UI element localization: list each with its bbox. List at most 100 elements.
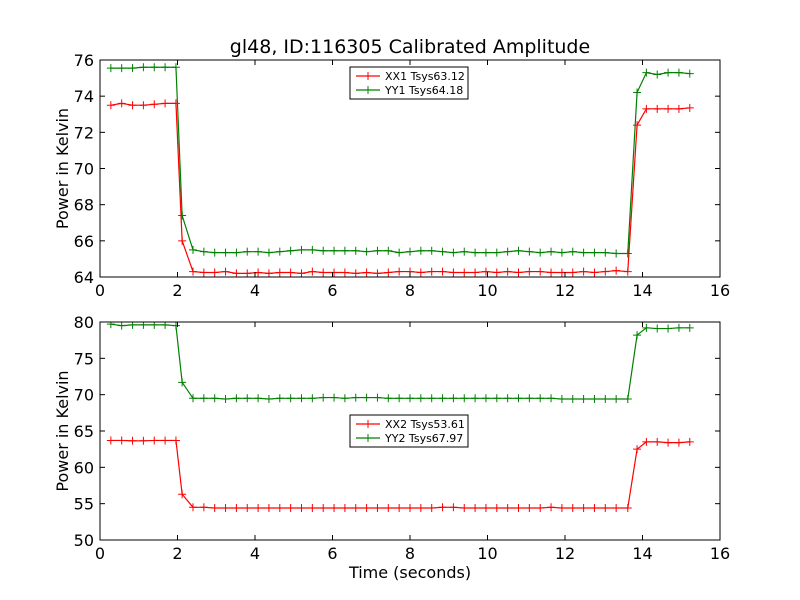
data-point — [416, 394, 425, 403]
data-point — [199, 503, 208, 512]
data-point — [199, 268, 208, 277]
data-point — [568, 395, 577, 404]
data-point — [178, 490, 187, 499]
data-point — [171, 63, 180, 72]
data-point — [308, 394, 317, 403]
data-point — [106, 101, 115, 110]
x-tick-label: 4 — [250, 544, 260, 563]
data-point — [406, 504, 414, 513]
data-point — [384, 504, 393, 513]
data-point — [275, 268, 284, 277]
data-point — [330, 268, 339, 277]
data-point — [685, 69, 694, 78]
data-point — [232, 504, 241, 513]
data-point — [503, 267, 512, 276]
data-point — [330, 246, 339, 255]
x-tick-label: 8 — [405, 544, 415, 563]
data-point — [351, 269, 360, 277]
y-tick-label: 76 — [74, 51, 94, 70]
data-point — [221, 248, 230, 257]
data-point — [612, 266, 621, 275]
data-point — [150, 63, 159, 72]
y-tick-label: 75 — [74, 349, 94, 368]
x-tick-label: 14 — [632, 281, 652, 300]
data-point — [525, 267, 534, 276]
y-tick-label: 68 — [74, 196, 94, 215]
y-tick-label: 66 — [74, 232, 94, 251]
x-axis-label: Time (seconds) — [348, 563, 471, 582]
data-point — [161, 436, 170, 445]
data-point — [503, 504, 512, 513]
data-point — [525, 247, 534, 256]
x-tick-label: 12 — [555, 544, 575, 563]
data-point — [297, 245, 306, 254]
data-point — [590, 395, 599, 404]
data-point — [330, 504, 339, 513]
x-tick-label: 16 — [710, 544, 730, 563]
data-point — [319, 268, 328, 277]
data-point — [664, 438, 673, 447]
data-point — [438, 394, 447, 403]
data-point — [286, 268, 295, 277]
data-point — [674, 104, 683, 113]
data-point — [286, 246, 295, 255]
data-point — [264, 248, 273, 257]
data-point — [514, 268, 523, 277]
data-point — [547, 394, 556, 403]
x-tick-label: 4 — [250, 281, 260, 300]
data-point — [178, 211, 187, 220]
y-tick-label: 65 — [74, 422, 94, 441]
data-point — [351, 504, 360, 513]
data-point — [579, 395, 588, 404]
data-point — [150, 100, 159, 109]
data-point — [664, 324, 673, 333]
data-point — [579, 267, 588, 276]
data-point — [384, 394, 393, 403]
data-point — [395, 248, 404, 257]
data-point — [161, 63, 170, 72]
data-point — [514, 246, 523, 255]
data-point — [623, 395, 632, 404]
data-point — [416, 268, 425, 277]
data-point — [601, 267, 610, 276]
data-point — [199, 394, 208, 403]
x-tick-label: 10 — [477, 281, 497, 300]
data-point — [449, 248, 458, 257]
data-point — [210, 504, 219, 513]
x-tick-label: 8 — [405, 281, 415, 300]
data-point — [384, 246, 393, 255]
data-point — [340, 246, 349, 255]
data-point — [221, 504, 230, 513]
data-point — [449, 268, 458, 277]
data-point — [460, 247, 469, 256]
y-tick-label: 70 — [74, 160, 94, 179]
data-point — [514, 504, 523, 513]
x-tick-label: 6 — [327, 544, 337, 563]
data-point — [297, 269, 306, 277]
x-tick-label: 2 — [172, 281, 182, 300]
data-point — [438, 503, 447, 512]
data-point — [601, 248, 610, 257]
y-tick-label: 80 — [74, 313, 94, 332]
data-point — [275, 247, 284, 256]
data-point — [633, 88, 642, 97]
data-point — [503, 394, 512, 403]
data-point — [210, 248, 219, 257]
legend-label: XX1 Tsys63.12 — [385, 70, 465, 83]
data-point — [416, 504, 425, 513]
data-point — [685, 437, 694, 446]
series-xx2 — [106, 436, 694, 513]
legend-marker — [364, 434, 372, 442]
data-point — [178, 236, 187, 245]
legend-label: YY2 Tsys67.97 — [384, 432, 463, 445]
data-point — [427, 394, 436, 403]
data-point — [642, 437, 651, 446]
data-point — [633, 445, 642, 454]
data-point — [525, 504, 534, 513]
data-point — [557, 395, 566, 404]
data-point — [275, 394, 284, 403]
legend-box — [349, 66, 469, 100]
